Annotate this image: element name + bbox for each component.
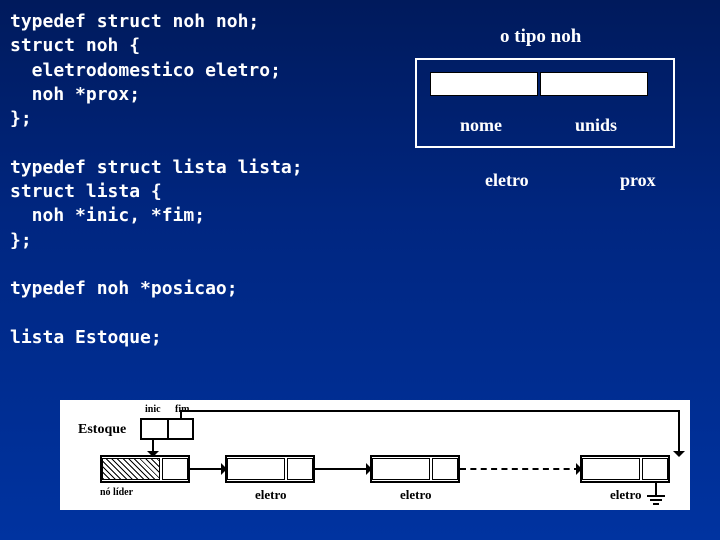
- noh-field-unids-label: unids: [575, 115, 617, 136]
- ground-icon-2: [650, 499, 662, 501]
- code-line: };: [10, 230, 32, 251]
- wire-ground: [655, 483, 657, 495]
- nolider-label: nó líder: [100, 487, 133, 498]
- leader-node-prox: [162, 458, 188, 480]
- ground-icon-1: [647, 495, 665, 497]
- top-diagram-title: o tipo noh: [500, 26, 581, 48]
- code-line: struct lista {: [10, 181, 162, 202]
- code-line: eletrodomestico eletro;: [10, 60, 281, 81]
- code-line: typedef struct lista lista;: [10, 157, 303, 178]
- node3-eletro-label: eletro: [610, 487, 642, 503]
- wire-node1-node2: [315, 468, 370, 470]
- node1-prox: [287, 458, 313, 480]
- code-line: noh *prox;: [10, 84, 140, 105]
- node1-eletro: [227, 458, 285, 480]
- noh-field-nome-label: nome: [460, 115, 502, 136]
- code-line: };: [10, 108, 32, 129]
- node3-eletro: [582, 458, 640, 480]
- code-block: typedef struct noh noh; struct noh { ele…: [10, 10, 303, 350]
- estoque-label: Estoque: [78, 422, 126, 438]
- node2-eletro: [372, 458, 430, 480]
- wire-fim-up: [180, 410, 182, 418]
- leader-node-eletro: [102, 458, 160, 480]
- code-line: lista Estoque;: [10, 327, 162, 348]
- ground-icon-3: [653, 503, 659, 505]
- arrow-fim-icon: [673, 451, 685, 457]
- estoque-divider: [167, 418, 169, 440]
- code-line: noh *inic, *fim;: [10, 205, 205, 226]
- code-line: typedef noh *posicao;: [10, 278, 238, 299]
- noh-prox-label: prox: [620, 170, 656, 191]
- wire-right: [678, 410, 680, 455]
- wire-leader-node1: [190, 468, 225, 470]
- code-line: struct noh {: [10, 35, 140, 56]
- noh-eletro-label: eletro: [485, 170, 529, 191]
- code-line: typedef struct noh noh;: [10, 11, 259, 32]
- wire-node2-node3: [460, 468, 580, 470]
- inic-label: inic: [145, 404, 161, 415]
- noh-field-nome-box: [430, 72, 538, 96]
- node2-eletro-label: eletro: [400, 487, 432, 503]
- node1-eletro-label: eletro: [255, 487, 287, 503]
- noh-field-unids-box: [540, 72, 648, 96]
- node3-prox: [642, 458, 668, 480]
- node2-prox: [432, 458, 458, 480]
- wire-top: [180, 410, 678, 412]
